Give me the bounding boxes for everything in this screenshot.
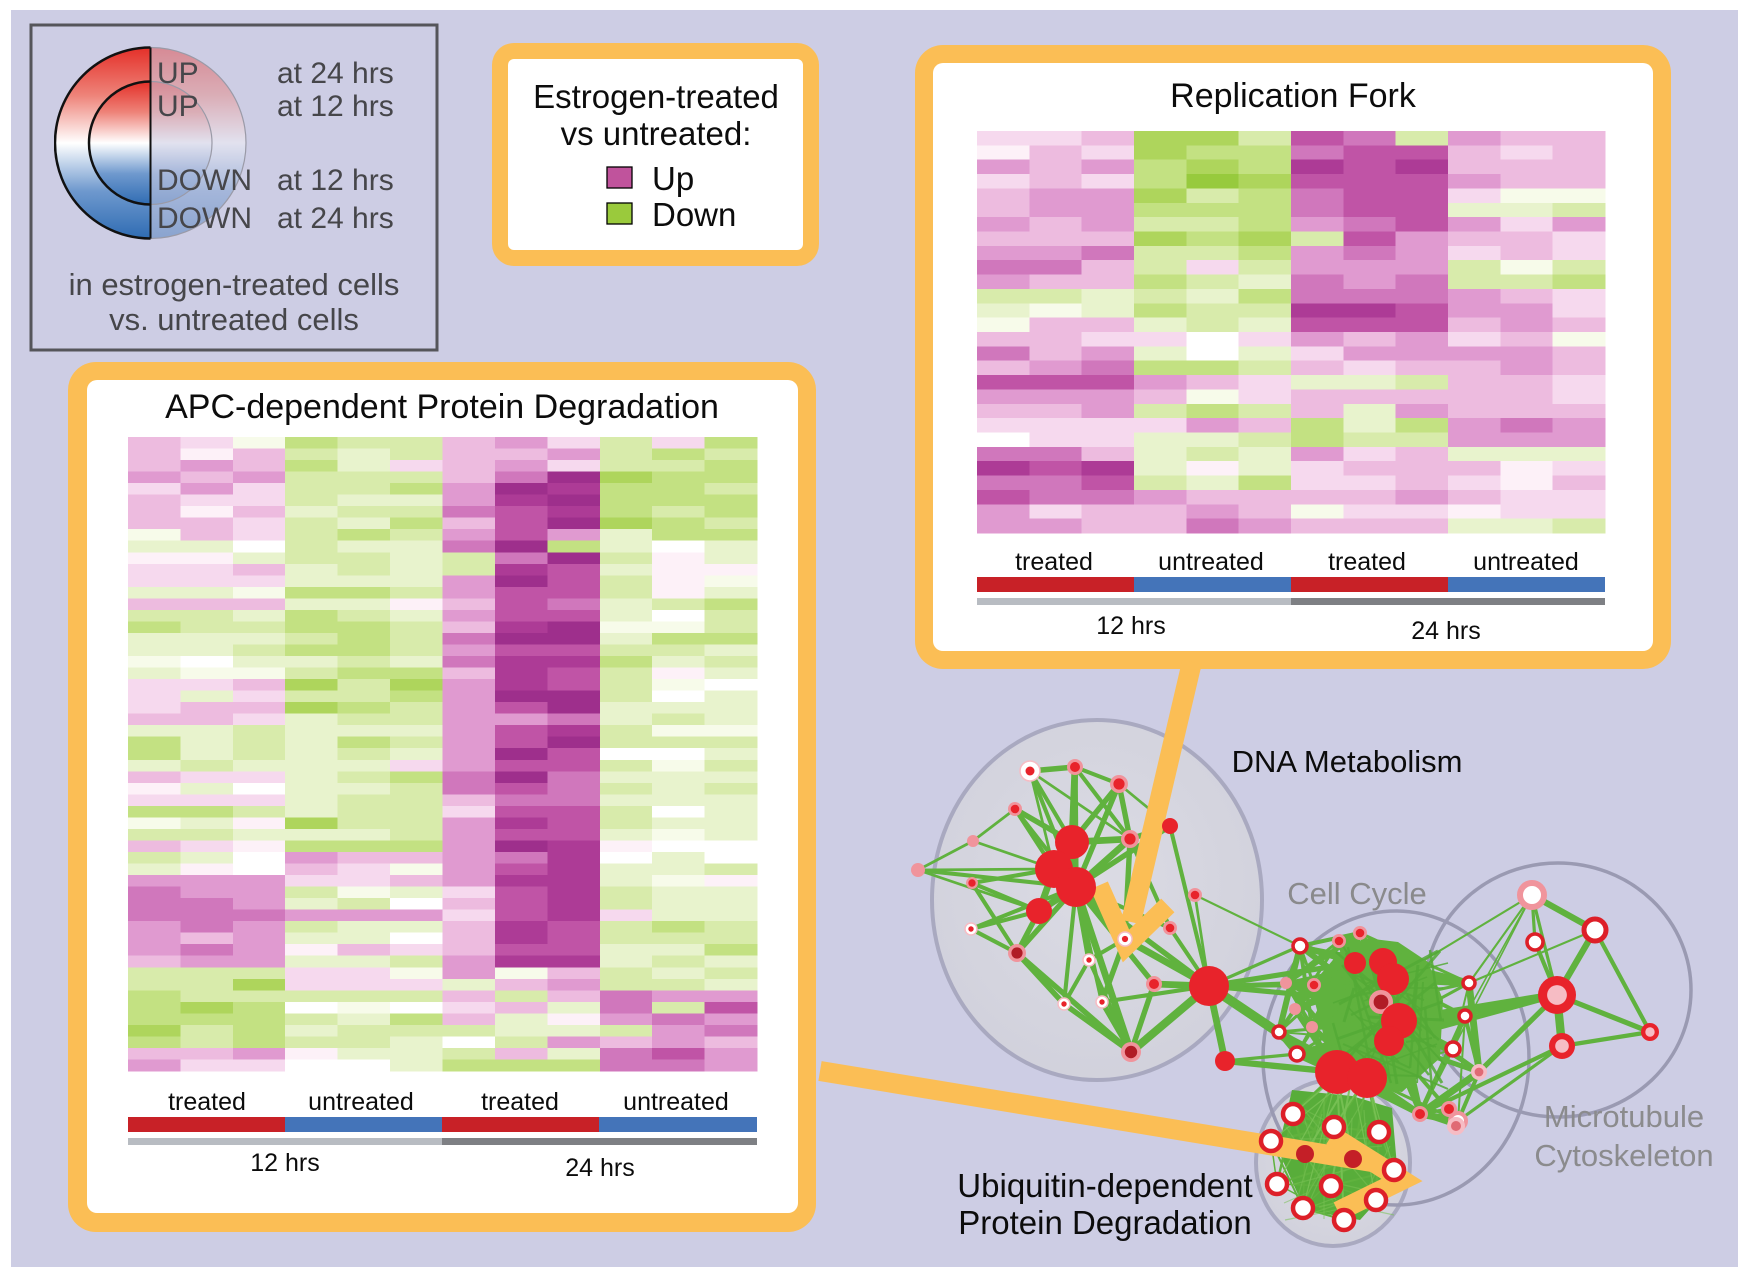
svg-text:24 hrs: 24 hrs <box>1411 617 1480 645</box>
svg-text:DNA Metabolism: DNA Metabolism <box>1232 744 1463 779</box>
svg-text:12 hrs: 12 hrs <box>1096 612 1165 640</box>
svg-text:at 24 hrs: at 24 hrs <box>277 57 394 90</box>
svg-text:vs. untreated cells: vs. untreated cells <box>109 302 359 337</box>
svg-text:Cytoskeleton: Cytoskeleton <box>1534 1138 1713 1173</box>
svg-text:untreated: untreated <box>1473 548 1579 576</box>
svg-text:Replication Fork: Replication Fork <box>1170 77 1417 115</box>
svg-text:treated: treated <box>481 1088 559 1116</box>
svg-text:Protein Degradation: Protein Degradation <box>958 1204 1252 1241</box>
svg-text:Microtubule: Microtubule <box>1544 1099 1704 1134</box>
svg-text:treated: treated <box>1015 548 1093 576</box>
svg-text:untreated: untreated <box>308 1088 414 1116</box>
svg-text:24 hrs: 24 hrs <box>565 1154 634 1182</box>
svg-text:untreated: untreated <box>1158 548 1264 576</box>
svg-text:at 24 hrs: at 24 hrs <box>277 202 394 235</box>
svg-text:UP: UP <box>157 90 199 123</box>
svg-text:APC-dependent Protein Degradat: APC-dependent Protein Degradation <box>165 388 719 426</box>
svg-text:Cell Cycle: Cell Cycle <box>1287 876 1427 911</box>
svg-text:12 hrs: 12 hrs <box>250 1149 319 1177</box>
svg-text:Ubiquitin-dependent: Ubiquitin-dependent <box>957 1167 1252 1204</box>
svg-text:UP: UP <box>157 57 199 90</box>
svg-text:Estrogen-treated: Estrogen-treated <box>533 78 779 115</box>
svg-text:untreated: untreated <box>623 1088 729 1116</box>
svg-text:vs untreated:: vs untreated: <box>561 115 752 152</box>
svg-text:DOWN: DOWN <box>157 164 252 197</box>
svg-text:in estrogen-treated cells: in estrogen-treated cells <box>69 267 400 302</box>
svg-text:treated: treated <box>168 1088 246 1116</box>
svg-text:at 12 hrs: at 12 hrs <box>277 90 394 123</box>
svg-text:Up: Up <box>652 160 694 197</box>
svg-text:at 12 hrs: at 12 hrs <box>277 164 394 197</box>
svg-text:Down: Down <box>652 196 736 233</box>
svg-text:DOWN: DOWN <box>157 202 252 235</box>
svg-text:treated: treated <box>1328 548 1406 576</box>
